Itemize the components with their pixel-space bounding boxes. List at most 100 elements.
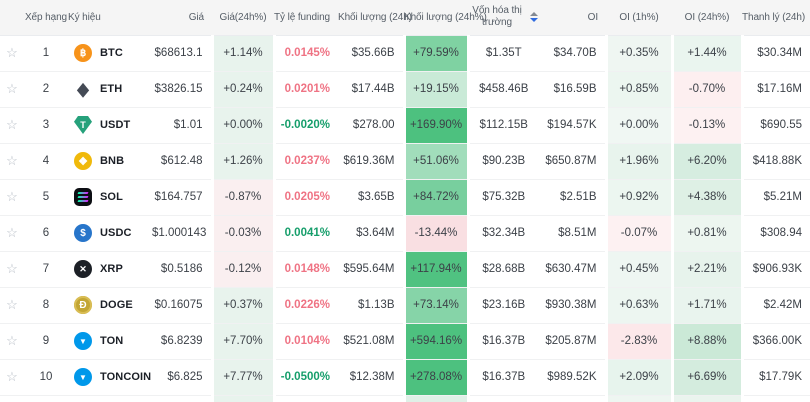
column-header-vol24h[interactable]: Khối lượng (24h): [338, 0, 412, 35]
cell-oi24h: +6.69%: [670, 359, 744, 395]
column-header-mktcap[interactable]: Vốn hóa thị trường: [468, 0, 538, 35]
column-header-oi24h[interactable]: OI (24h%): [672, 0, 742, 35]
column-header-rank[interactable]: Xếp hạng: [24, 0, 68, 35]
table-row[interactable]: ☆ 3 T USDT $1.01 +0.00% -0.0020% $278.00 +169.90…: [0, 107, 810, 143]
cell-liq: $30.34M: [757, 47, 802, 59]
cell-vol24h: $35.66B: [351, 47, 395, 59]
column-header-vol24hPct[interactable]: Khối lượng (24h%): [404, 0, 487, 35]
cell-oi1h: +2.09%: [604, 359, 674, 395]
favorite-star-button[interactable]: ☆: [6, 45, 18, 60]
cell-oi24h: +6.20%: [670, 143, 744, 179]
cell-funding: 0.0104%: [284, 335, 330, 347]
column-header-label: Vốn hóa thị trường: [472, 4, 522, 29]
sort-desc-caret-active: [530, 18, 538, 23]
favorite-star-button[interactable]: ☆: [6, 81, 18, 96]
cell-mktcap: $458.46B: [479, 83, 529, 95]
cell-mktcap: $32.34B: [482, 227, 526, 239]
cell-vol24h: $12.38M: [349, 371, 395, 383]
cell-liq: $690.55: [760, 119, 802, 131]
column-header-price24h[interactable]: Giá(24h%): [212, 0, 274, 35]
cell-price: $6.8239: [160, 335, 203, 347]
cell-vol24h: [338, 395, 404, 402]
column-header-funding[interactable]: Tỷ lệ funding: [274, 0, 338, 35]
cell-favorite: ☆: [0, 287, 24, 323]
favorite-star-button[interactable]: ☆: [6, 333, 18, 348]
cell-price: $164.757: [154, 191, 203, 203]
favorite-star-button[interactable]: ☆: [6, 261, 18, 276]
column-header-oi[interactable]: OI: [538, 0, 606, 35]
cell-mktcap: $90.23B: [482, 155, 526, 167]
table-row[interactable]: ☆ 9 ▼ TON $6.8239 +7.70% 0.0104% $521.08M +594.1…: [0, 323, 810, 359]
cell-vol24hPct: +73.14%: [402, 287, 470, 323]
table-row[interactable]: ☆ 1 ฿ BTC $68613.1 +1.14% 0.0145% $35.66B +79.59…: [0, 35, 810, 71]
table-row[interactable]: ☆ 2 ◆ ETH $3826.15 +0.24% 0.0201% $17.44B +19.15…: [0, 71, 810, 107]
favorite-star-button[interactable]: ☆: [6, 153, 18, 168]
toncoin-icon: ▼: [74, 368, 92, 386]
cell-oi1h: +0.45%: [604, 251, 674, 287]
cell-rank: 3: [42, 119, 50, 131]
cell-liq: $418.88K: [752, 155, 802, 167]
cell-rank: 4: [42, 155, 50, 167]
cell-vol24hPct: +51.06%: [402, 143, 470, 179]
table-row[interactable]: ☆ 6 $ USDC $1.000143 -0.03% 0.0041% $3.64M -13.4…: [0, 215, 810, 251]
cell-oi: $630.47M: [545, 263, 597, 275]
cell-mktcap: $75.32B: [482, 191, 526, 203]
cell-symbol: ◆ ETH: [68, 71, 152, 107]
favorite-star-button[interactable]: ☆: [6, 369, 18, 384]
cell-symbol: $ USDC: [68, 215, 152, 251]
bnb-icon: ❖: [74, 152, 92, 170]
cell-symbol: ❖ BNB: [68, 143, 152, 179]
table-row[interactable]: ☆ 8 Ð DOGE $0.16075 +0.37% 0.0226% $1.13B +73.14…: [0, 287, 810, 323]
symbol-label: USDT: [100, 119, 131, 131]
cell-vol24h: $1.13B: [358, 299, 395, 311]
table-row[interactable]: ☆ 5 SOL $164.757 -0.87% 0.0205% $3.65B +84.72% $…: [0, 179, 810, 215]
cell-favorite: ☆: [0, 71, 24, 107]
cell-funding: 0.0201%: [284, 83, 330, 95]
favorite-star-button[interactable]: ☆: [6, 225, 18, 240]
cell-oi1h: -0.07%: [604, 215, 674, 251]
table-row[interactable]: ☆ 10 ▼ TONCOIN $6.825 +7.77% -0.0500% $12.38M +2…: [0, 359, 810, 395]
cell-symbol: ▼ TONCOIN: [68, 359, 152, 395]
cell-oi1h: [604, 395, 674, 402]
cell-fav: [0, 395, 24, 402]
cell-price: $1.01: [173, 119, 203, 131]
column-header-liq[interactable]: Thanh lý (24h): [742, 0, 810, 35]
symbol-label: DOGE: [100, 299, 133, 311]
cell-funding: [274, 395, 338, 402]
column-header-oi1h[interactable]: OI (1h%): [606, 0, 672, 35]
cell-symbol: ฿ BTC: [68, 35, 152, 71]
sol-icon: [74, 188, 92, 206]
cell-oi1h: +0.63%: [604, 287, 674, 323]
cell-rank: 8: [42, 299, 50, 311]
cell-price: $3826.15: [154, 83, 203, 95]
cell-price24h: +1.14%: [210, 35, 276, 71]
table-row[interactable]: ☆ 7 ✕ XRP $0.5186 -0.12% 0.0148% $595.64M +117.9…: [0, 251, 810, 287]
symbol-label: BTC: [100, 47, 123, 59]
favorite-star-button[interactable]: ☆: [6, 117, 18, 132]
column-header-symbol[interactable]: Ký hiệu: [68, 0, 152, 35]
cell-vol24hPct: +84.72%: [402, 179, 470, 215]
cell-mktcap: $16.37B: [482, 335, 526, 347]
symbol-label: SOL: [100, 191, 123, 203]
cell-oi: $930.38M: [545, 299, 597, 311]
table-row[interactable]: ☆ 4 ❖ BNB $612.48 +1.26% 0.0237% $619.36M +51.06…: [0, 143, 810, 179]
column-header-price[interactable]: Giá: [152, 0, 212, 35]
eth-icon: ◆: [77, 79, 89, 100]
cell-rank: [24, 395, 68, 402]
symbol-label: BNB: [100, 155, 125, 167]
cell-symbol: T USDT: [68, 107, 152, 143]
cell-mktcap: $1.35T: [485, 47, 522, 59]
cell-liq: $366.00K: [752, 335, 802, 347]
favorite-star-button[interactable]: ☆: [6, 189, 18, 204]
cell-favorite: ☆: [0, 179, 24, 215]
cell-oi1h: +0.00%: [604, 107, 674, 143]
sort-asc-caret: [530, 12, 538, 17]
column-header-favorite[interactable]: [0, 0, 24, 35]
cell-oi: $16.59B: [553, 83, 597, 95]
cell-oi1h: +0.35%: [604, 35, 674, 71]
favorite-star-button[interactable]: ☆: [6, 297, 18, 312]
cell-price24h: -0.12%: [210, 251, 276, 287]
sort-icon[interactable]: [530, 12, 538, 23]
cell-oi24h: +0.81%: [670, 215, 744, 251]
